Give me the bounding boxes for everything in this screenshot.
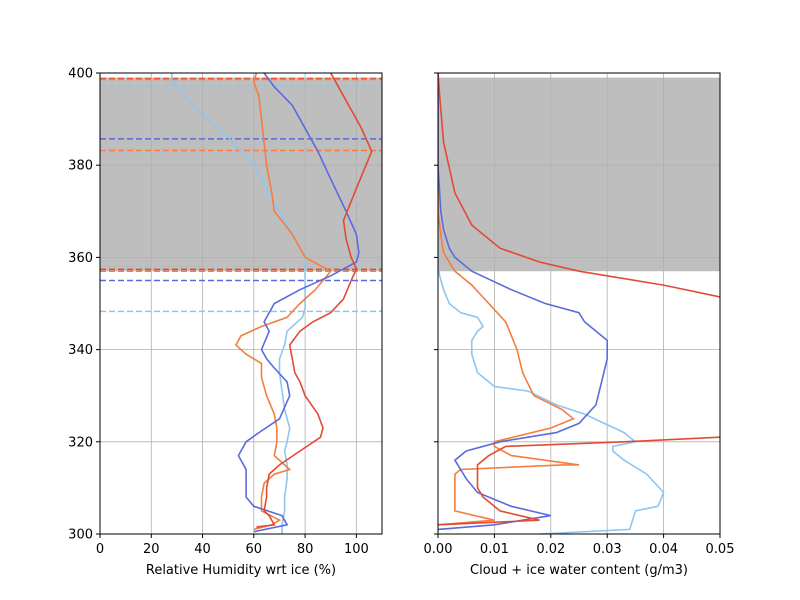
shaded-band [100,77,382,272]
x-tick-label: 0.04 [649,542,678,557]
x-tick-label: 0.02 [536,542,565,557]
y-tick-label: 380 [68,159,93,174]
series-line [438,436,720,526]
axes-frame [437,72,721,535]
y-tick-label: 340 [68,343,93,358]
series-line [171,73,306,534]
axes-frame [99,72,383,535]
series-line [438,73,580,526]
x-tick-label: 0 [96,542,104,557]
x-axis-label: Relative Humidity wrt ice (%) [146,563,336,578]
series-line [256,73,373,528]
y-tick-label: 300 [68,528,93,543]
series-line-segment [438,73,720,298]
x-tick-label: 20 [143,542,160,557]
series-line [438,73,608,531]
x-tick-label: 40 [194,542,211,557]
shaded-band [438,77,720,272]
y-tick-label: 360 [68,251,93,266]
x-tick-label: 80 [297,542,314,557]
rh-panel: 0 20 40 60 80 100 300 320 340 360 380 400 Relative H… [68,67,383,578]
x-tick-label: 100 [344,542,369,557]
series-line [237,73,360,533]
x-tick-label: 60 [246,542,263,557]
x-tick-label: 0.03 [593,542,622,557]
y-tick-label: 320 [68,435,93,450]
x-tick-label: 0.05 [706,542,735,557]
x-tick-label: 0.00 [424,542,453,557]
x-axis-label: Cloud + ice water content (g/m3) [470,563,688,578]
series-line [438,266,665,534]
water-content-panel: 0.00 0.01 0.02 0.03 0.04 0.05 Cloud + ice wate… [424,72,735,578]
x-tick-label: 0.01 [480,542,509,557]
y-tick-label: 400 [68,67,93,82]
